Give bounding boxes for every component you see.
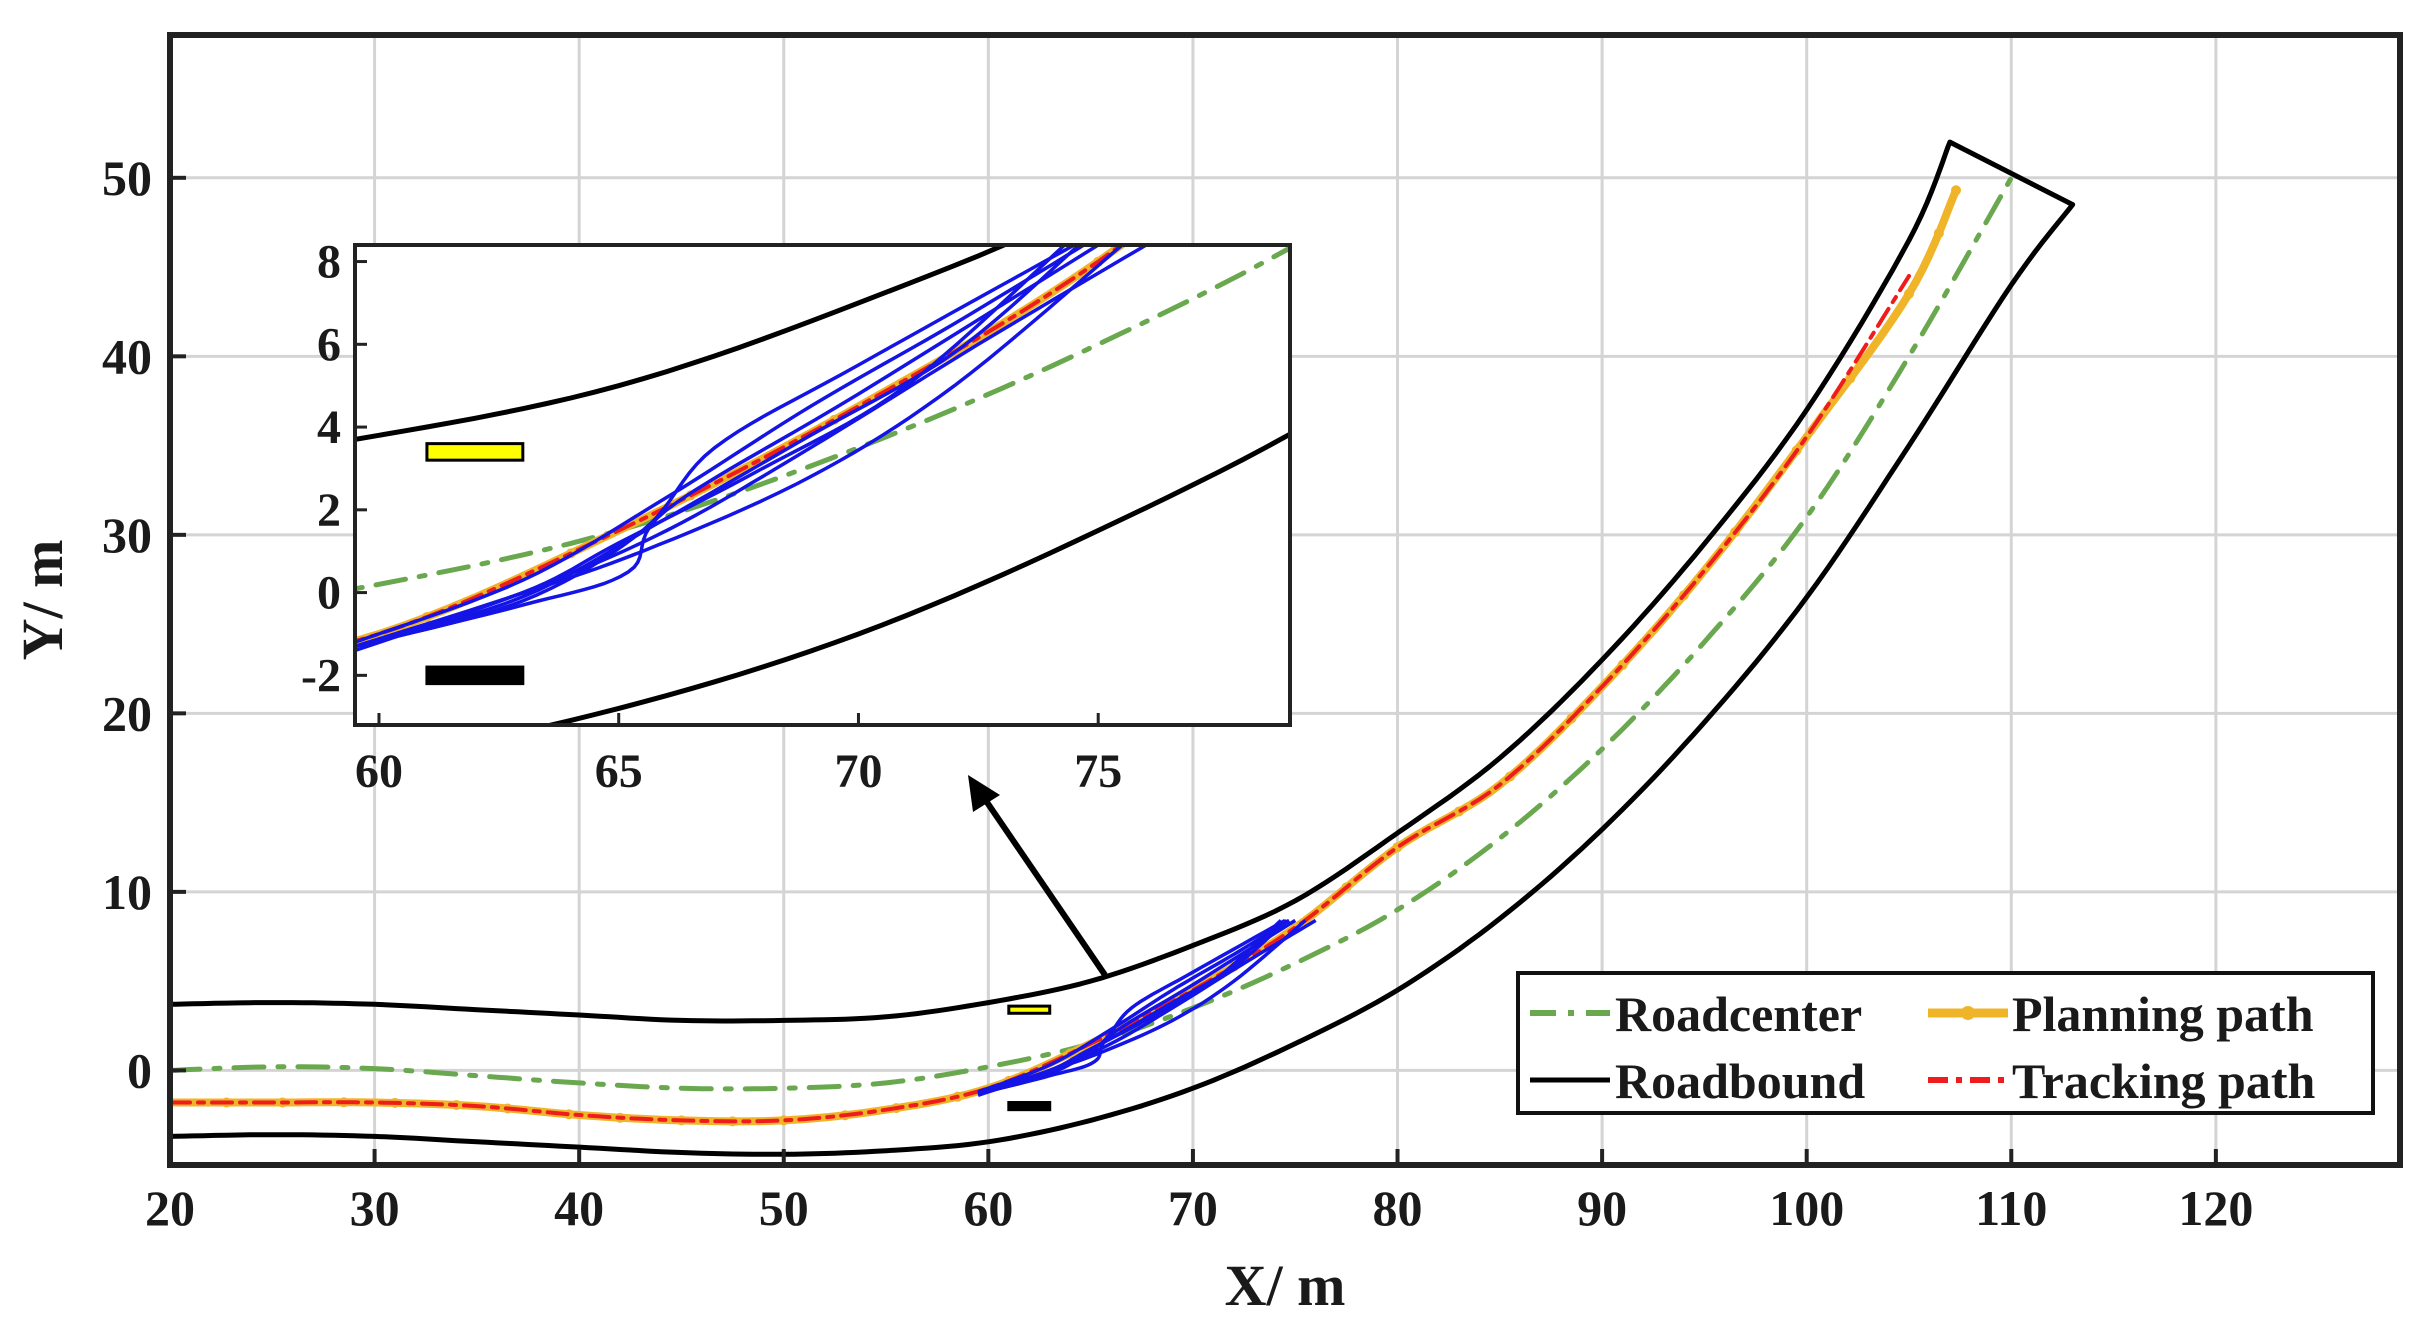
y-tick-label-30: 30 (102, 507, 152, 563)
inset-candidate-trajectory-6 (355, 245, 1081, 649)
x-tick-label-80: 80 (1373, 1180, 1423, 1236)
main-planning-marker (1904, 288, 1914, 299)
main-planning-marker (1951, 185, 1961, 196)
x-tick-label-20: 20 (145, 1180, 195, 1236)
inset-frame (353, 243, 1292, 727)
main-candidate-trajectory-5 (977, 918, 1291, 1094)
inset-candidate-trajectory-5 (355, 245, 1085, 644)
inset-roadbound-line-2 (540, 431, 1290, 725)
legend: Roadcenter Planning path Roadbound Track… (1516, 971, 2375, 1115)
inset-plot-area (38, 70, 1343, 725)
main-planning-marker (1845, 373, 1856, 384)
main-axes-frame (167, 32, 2403, 1168)
x-tick-label-90: 90 (1577, 1180, 1627, 1236)
x-tick-label-60: 60 (963, 1180, 1013, 1236)
inset-obstacle-black (425, 665, 525, 686)
x-axis-label: X/ m (1225, 1253, 1346, 1318)
main-road-end-cap (1948, 139, 2074, 207)
x-tick-label-100: 100 (1769, 1180, 1844, 1236)
x-tick-label-30: 30 (350, 1180, 400, 1236)
main-tracking-path-line-4 (170, 274, 1911, 1124)
y-tick-label-40: 40 (102, 328, 152, 384)
main-planning-marker (1933, 228, 1944, 239)
main-obstacle-black (1007, 1101, 1052, 1112)
y-axis-label: Y/ m (10, 540, 75, 661)
inset-y-tick-label-6: 6 (317, 318, 341, 371)
inset-y-tick-label-0: 0 (317, 567, 341, 620)
inset-x-tick-label-75: 75 (1074, 745, 1122, 798)
legend-roadcenter-label: Roadcenter (1615, 986, 1862, 1042)
main-obstacle-yellow (1007, 1004, 1052, 1015)
x-tick-label-50: 50 (759, 1180, 809, 1236)
legend-roadbound-label: Roadbound (1615, 1053, 1865, 1109)
legend-planning-label: Planning path (2012, 986, 2314, 1042)
inset-obstacle-yellow (425, 442, 525, 462)
legend-box (1516, 971, 2375, 1115)
inset-y-tick-label-2: 2 (317, 484, 341, 537)
inset-planning-marker (1213, 163, 1223, 173)
inset-x-tick-label-70: 70 (834, 745, 882, 798)
inset-planning-marker (38, 692, 48, 702)
x-tick-label-110: 110 (1975, 1180, 2047, 1236)
inset-x-tick-label-65: 65 (595, 745, 643, 798)
inset-candidate-trajectory-4 (355, 245, 1148, 653)
main-roadbound-line-1 (170, 139, 1953, 1024)
inset-planning-marker (158, 675, 168, 685)
y-tick-label-50: 50 (102, 150, 152, 206)
legend-planning-marker (1961, 1006, 1975, 1020)
zoom-arrow (968, 775, 1108, 977)
legend-tracking-label: Tracking path (2012, 1053, 2315, 1109)
y-tick-label-20: 20 (102, 685, 152, 741)
main-plot-area (170, 139, 2076, 1157)
inset-y-tick-label-8: 8 (317, 236, 341, 289)
inset-x-tick-label-60: 60 (355, 745, 403, 798)
inset-planning-marker (1333, 70, 1343, 80)
inset-y-tick-label-4: 4 (317, 401, 341, 454)
inset-y-tick-label--2: -2 (301, 649, 341, 702)
inset-roadbound-line-1 (355, 245, 1011, 442)
x-tick-label-70: 70 (1168, 1180, 1218, 1236)
y-tick-label-0: 0 (127, 1042, 152, 1098)
main-candidate-trajectory-6 (977, 919, 1289, 1096)
x-tick-label-120: 120 (2178, 1180, 2253, 1236)
main-roadbound-line-2 (170, 202, 2076, 1157)
inset-candidate-trajectory-1 (355, 245, 1100, 649)
x-tick-label-40: 40 (554, 1180, 604, 1236)
y-tick-label-10: 10 (102, 864, 152, 920)
inset-ticks: 60 65 70 75 -2 0 2 4 6 8 (301, 236, 1122, 798)
